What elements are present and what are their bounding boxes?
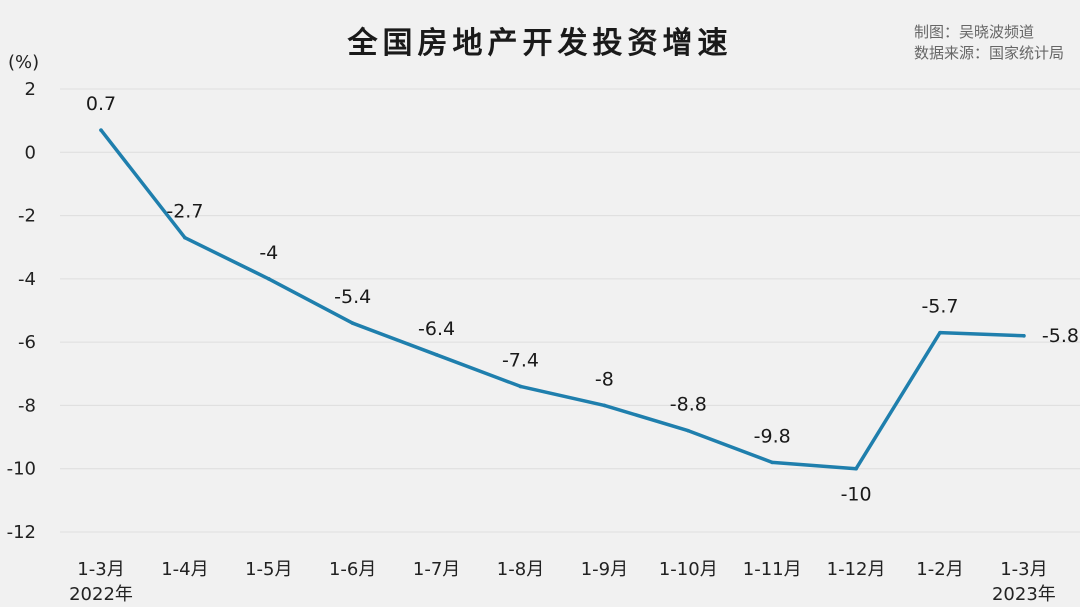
credits: 制图：吴晓波频道 数据来源：国家统计局: [914, 22, 1064, 64]
y-tick-label: -12: [7, 522, 36, 543]
data-label: -7.4: [502, 349, 539, 371]
y-axis-ticks: 2 0 -2 -4 -6 -8 -10 -12: [7, 79, 36, 543]
chart-title: 全国房地产开发投资增速: [347, 26, 733, 61]
data-point: [434, 353, 439, 357]
x-tick-label: 1-9月: [581, 559, 628, 580]
y-tick-label: -8: [18, 395, 36, 416]
x-tick-label: 1-4月: [161, 559, 208, 580]
series-investment-growth: [99, 128, 1026, 471]
data-label: -6.4: [418, 318, 455, 340]
x-tick-label: 1-3月: [77, 559, 124, 580]
data-label: -5.7: [921, 296, 958, 318]
x-tick-label: 1-2月: [916, 559, 963, 580]
x-tick-label: 1-10月: [659, 559, 718, 580]
grid: [60, 88, 1080, 533]
data-point: [854, 466, 858, 471]
data-point: [350, 321, 355, 325]
y-tick-label: -4: [18, 269, 36, 290]
x-axis-ticks: 1-3月 2022年 1-4月 1-5月 1-6月 1-7月 1-8月 1-9月 1-10月 1-…: [69, 559, 1056, 605]
data-point: [602, 403, 607, 408]
data-label: -4: [259, 242, 278, 264]
x-tick-label: 1-12月: [827, 559, 886, 580]
x-tick-label: 1-5月: [245, 559, 292, 580]
data-label: -5.8: [1042, 325, 1079, 347]
credit-source: 数据来源：国家统计局: [913, 44, 1064, 62]
data-point: [770, 460, 774, 465]
data-label: -10: [841, 484, 872, 506]
data-label: -9.8: [754, 425, 791, 447]
y-tick-label: 2: [25, 79, 36, 100]
y-tick-label: -2: [18, 206, 36, 227]
data-point: [267, 277, 271, 281]
y-tick-label: -10: [7, 459, 36, 480]
data-labels: 0.7 -2.7 -4 -5.4 -6.4 -7.4 -8 -8.8 -9.8 -10 -5.7 -5…: [86, 93, 1079, 506]
data-point: [1022, 334, 1026, 338]
credit-author: 制图：吴晓波频道: [913, 23, 1034, 41]
data-label: 0.7: [86, 93, 116, 115]
data-label: -8: [595, 368, 614, 390]
x-year-label: 2023年: [992, 584, 1056, 605]
data-point: [518, 384, 523, 389]
x-tick-label: 1-6月: [329, 559, 376, 580]
data-label: -8.8: [670, 394, 707, 416]
data-point: [686, 428, 691, 433]
x-tick-label: 1-7月: [413, 559, 460, 580]
data-point: [938, 330, 942, 335]
data-label: -5.4: [334, 286, 371, 308]
y-axis-unit-label: (%): [8, 52, 40, 73]
x-tick-label: 1-11月: [743, 559, 802, 580]
data-label: -2.7: [166, 201, 203, 223]
x-tick-label: 1-3月: [1000, 559, 1047, 580]
series-line: [99, 128, 1026, 471]
y-tick-label: 0: [25, 142, 36, 163]
x-tick-label: 1-8月: [497, 559, 544, 580]
y-tick-label: -6: [18, 332, 36, 353]
x-year-label: 2022年: [69, 584, 133, 605]
data-point: [99, 128, 103, 132]
data-point: [183, 235, 187, 240]
